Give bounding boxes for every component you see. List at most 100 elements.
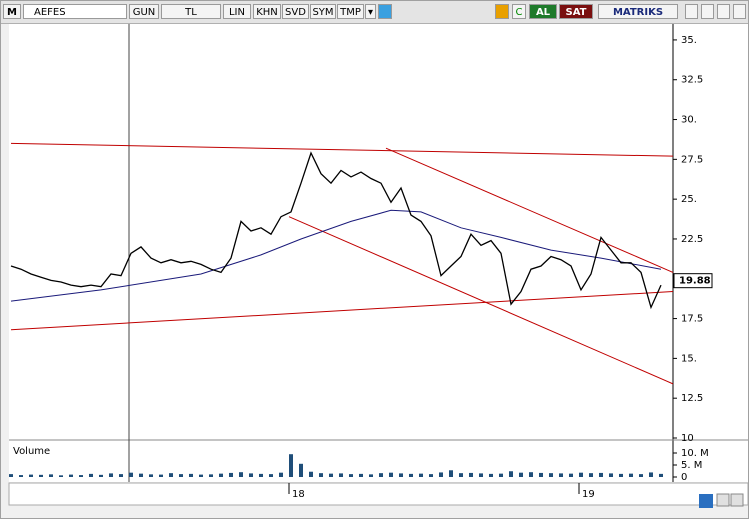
x-tick-label: 19 (582, 489, 595, 500)
volume-bar (549, 473, 553, 477)
window-button[interactable] (701, 4, 714, 19)
volume-bar (259, 473, 263, 477)
volume-bar (649, 472, 653, 477)
buy-button[interactable]: AL (529, 4, 557, 19)
y-tick-label: 10 (681, 433, 694, 444)
trend-line (385, 147, 674, 273)
volume-bar (449, 470, 453, 477)
x-axis-band (8, 482, 748, 506)
logo-button[interactable]: M (3, 4, 21, 19)
volume-bar (539, 472, 543, 477)
volume-bar (99, 474, 103, 477)
volume-bar (149, 474, 153, 477)
volume-bar (619, 473, 623, 477)
volume-bar (179, 474, 183, 477)
last-value-tag (673, 273, 713, 289)
volume-bar (599, 472, 603, 477)
toolbar-button[interactable]: LIN (223, 4, 251, 19)
volume-bar (299, 463, 303, 477)
volume-bar (109, 473, 113, 477)
volume-bar (369, 474, 373, 477)
toolbar-button[interactable]: TMP (337, 4, 364, 19)
volume-bar (389, 472, 393, 477)
volume-bar (349, 474, 353, 477)
volume-bar (409, 473, 413, 477)
trend-line (10, 142, 674, 157)
volume-bar (269, 474, 273, 477)
volume-bar (589, 473, 593, 477)
volume-bar (659, 473, 663, 477)
period-button[interactable]: GUN (129, 4, 159, 19)
volume-bar (319, 473, 323, 477)
sell-button[interactable]: SAT (559, 4, 593, 19)
y-tick-label: 32.5 (681, 75, 703, 86)
y-tick-label: 10. M (681, 448, 709, 459)
toolbar: M AEFES GUN TL LIN KHN SVD SYM TMP ▾ C A… (1, 1, 748, 24)
volume-bar (289, 454, 293, 477)
series-line (10, 151, 662, 310)
volume-bar (359, 473, 363, 477)
scroll-right[interactable] (730, 493, 744, 507)
volume-bar (639, 474, 643, 477)
volume-bar (459, 473, 463, 477)
refresh-icon[interactable]: C (512, 4, 526, 19)
trend-line (10, 291, 674, 331)
sync-button[interactable] (699, 494, 713, 508)
volume-bar (279, 472, 283, 477)
trend-line (288, 216, 674, 385)
volume-bar (129, 472, 133, 477)
y-tick-label: 22.5 (681, 234, 703, 245)
volume-bar (79, 475, 83, 477)
volume-bar (329, 473, 333, 477)
last-value-label: 19.88 (679, 276, 711, 287)
scroll-left[interactable] (716, 493, 730, 507)
brand-label: MATRIKS (598, 4, 678, 19)
y-tick-label: 15. (681, 353, 697, 364)
volume-bar (569, 473, 573, 477)
share-button[interactable] (378, 4, 392, 19)
y-tick-label: 35. (681, 35, 697, 46)
volume-bar (499, 473, 503, 477)
series-line (10, 209, 662, 302)
volume-bar (59, 475, 63, 477)
toolbar-button[interactable]: SYM (310, 4, 336, 19)
volume-bar (629, 473, 633, 477)
y-tick-label: 5. M (681, 460, 702, 471)
volume-bar (559, 473, 563, 477)
y-tick-label: 17.5 (681, 314, 703, 325)
volume-bar (159, 474, 163, 477)
x-tick-label: 18 (292, 489, 305, 500)
toolbar-button[interactable]: SVD (282, 4, 309, 19)
y-tick-label: 27.5 (681, 154, 703, 165)
volume-bar (379, 473, 383, 477)
volume-bar (249, 473, 253, 477)
panel-title: Volume (13, 446, 50, 457)
volume-bar (239, 472, 243, 477)
volume-bar (439, 472, 443, 477)
symbol-field[interactable]: AEFES (23, 4, 127, 19)
currency-icon[interactable] (495, 4, 509, 19)
window-button[interactable] (717, 4, 730, 19)
currency-button[interactable]: TL (161, 4, 221, 19)
toolbar-button[interactable]: KHN (253, 4, 281, 19)
volume-bar (209, 474, 213, 477)
volume-bar (139, 473, 143, 477)
volume-bar (489, 473, 493, 477)
dropdown-button[interactable]: ▾ (365, 4, 376, 19)
volume-bar (429, 474, 433, 477)
window-button[interactable] (685, 4, 698, 19)
volume-bar (609, 473, 613, 477)
window-button[interactable] (733, 4, 746, 19)
volume-bar (509, 471, 513, 477)
volume-bar (199, 474, 203, 477)
volume-bar (169, 473, 173, 477)
volume-bar (339, 473, 343, 477)
chart: 10 12.5 15. 17.5 22.5 25. 27.5 30. 32.5 35. 19.88 1… (8, 24, 748, 508)
volume-bar (469, 472, 473, 477)
plot-background (9, 24, 748, 482)
volume-bar (89, 473, 93, 477)
volume-bar (219, 473, 223, 477)
y-tick-label: 30. (681, 115, 697, 126)
volume-bar (479, 473, 483, 477)
